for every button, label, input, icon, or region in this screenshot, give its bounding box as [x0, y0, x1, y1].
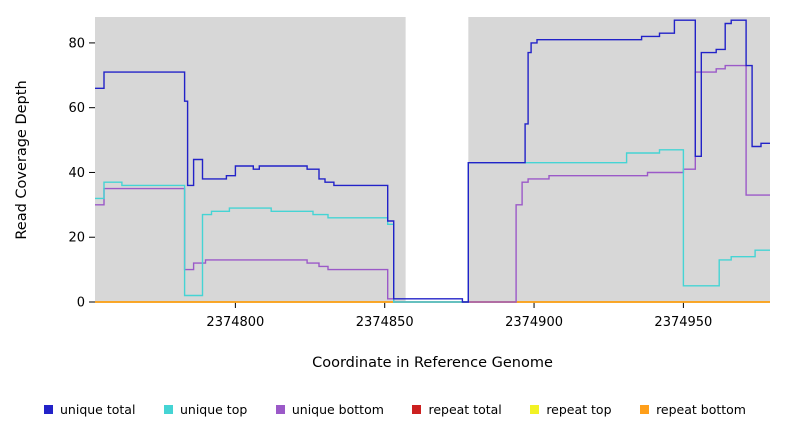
legend-swatch-unique-total: [44, 404, 53, 414]
legend-swatch-repeat-top: [530, 404, 540, 414]
legend-item-unique-total: unique total: [44, 402, 135, 417]
legend-swatch-repeat-total: [412, 404, 422, 414]
legend-item-repeat-total: repeat total: [412, 401, 502, 417]
y-tick-label: 0: [77, 296, 85, 311]
legend-label: unique bottom: [291, 401, 384, 417]
x-tick-label: 2374800: [206, 315, 264, 330]
x-tick-label: 2374850: [356, 315, 414, 330]
legend: unique total unique top unique bottom repea…: [0, 398, 792, 420]
legend-item-unique-top: unique top: [163, 401, 248, 417]
coverage-gap-region: [405, 17, 469, 302]
legend-label: repeat top: [546, 401, 612, 417]
y-tick-label: 60: [68, 101, 85, 116]
series-unique-total: [95, 19, 770, 303]
legend-label: repeat total: [428, 401, 502, 417]
y-tick-label: 80: [68, 36, 85, 51]
y-tick-label: 20: [68, 231, 85, 246]
legend-item-repeat-top: repeat top: [530, 401, 612, 417]
legend-swatch-unique-bottom: [275, 404, 285, 414]
y-tick-label: 40: [68, 166, 85, 181]
legend-swatch-unique-top: [163, 404, 173, 414]
x-tick-label: 2374950: [654, 315, 712, 330]
legend-label: repeat bottom: [656, 401, 746, 417]
y-axis-title: Read Coverage Depth: [14, 80, 30, 240]
legend-item-repeat-bottom: repeat bottom: [640, 402, 746, 417]
series-unique-bottom: [95, 64, 770, 303]
legend-item-unique-bottom: unique bottom: [275, 401, 384, 417]
x-axis-title: Coordinate in Reference Genome: [312, 355, 553, 371]
x-tick-label: 2374900: [505, 315, 563, 330]
legend-label: unique total: [60, 401, 136, 417]
series-unique-top: [95, 149, 770, 303]
legend-label: unique top: [179, 401, 248, 417]
legend-swatch-repeat-bottom: [640, 404, 650, 414]
